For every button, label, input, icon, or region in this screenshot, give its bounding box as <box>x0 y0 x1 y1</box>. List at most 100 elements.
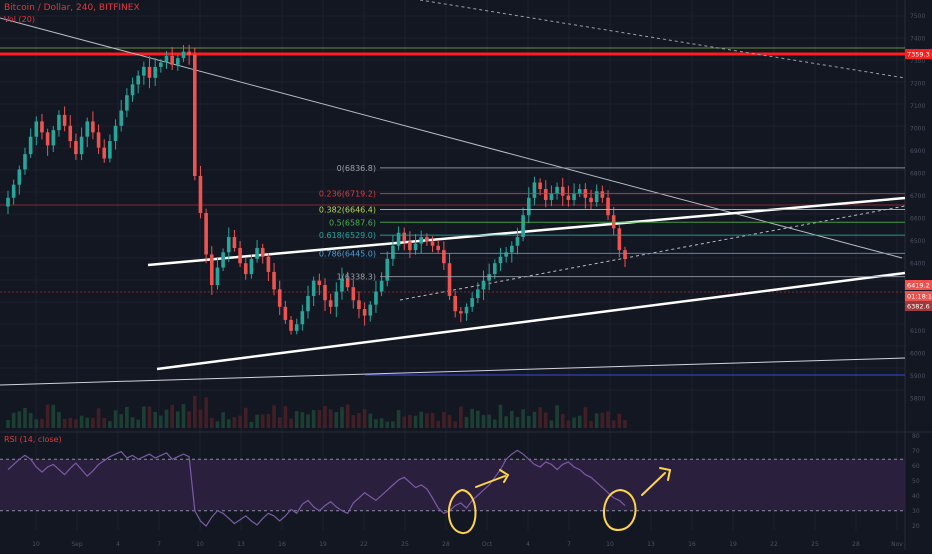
volume-bar <box>436 420 441 428</box>
candles <box>6 44 627 335</box>
volume-bar <box>187 411 191 428</box>
candle-body <box>306 295 310 312</box>
price-tick-label: 7300 <box>910 58 925 65</box>
volume-bar <box>85 417 90 428</box>
time-tick-label: 28 <box>442 541 450 548</box>
candle-body <box>464 306 469 314</box>
volume-bar <box>272 405 276 428</box>
candle-body <box>215 267 220 286</box>
candle-body <box>323 285 327 301</box>
candle-body <box>102 147 107 159</box>
volume-bar <box>560 413 565 428</box>
candle-body <box>532 182 537 198</box>
price-tag <box>905 280 932 290</box>
time-tick-label: 10 <box>32 541 40 548</box>
candle-body <box>538 182 542 190</box>
price-tag-label: 7359.3 <box>907 50 930 58</box>
volume-bar <box>300 412 305 428</box>
volume-bar <box>600 412 605 428</box>
candle-body <box>566 195 571 200</box>
volume-bar <box>96 408 101 428</box>
fib-level-label: 0(6836.8) <box>337 164 376 173</box>
volume-bar <box>521 409 525 428</box>
candle-body <box>130 84 135 96</box>
volume-bar <box>476 410 480 428</box>
time-tick-label: 10 <box>606 541 614 548</box>
fib-level-label: 0.236(6719.2) <box>319 190 376 199</box>
long-support-line <box>0 357 906 386</box>
candle-body <box>266 256 271 272</box>
volume-bar <box>232 416 237 428</box>
rsi-tick-label: 50 <box>912 478 920 485</box>
candle-body <box>481 280 486 290</box>
volume-bar <box>317 409 322 428</box>
volume-bar <box>147 406 152 428</box>
volume-bar <box>260 414 265 428</box>
volume-bar <box>221 412 225 428</box>
volume-bar <box>130 417 135 428</box>
volume-bar <box>238 415 242 428</box>
time-tick-label: 10 <box>196 541 204 548</box>
volume-bar <box>594 413 599 428</box>
candle-body <box>425 237 429 242</box>
volume-bar <box>6 419 10 428</box>
rsi-tick-label: 30 <box>912 508 920 515</box>
candle-body <box>159 62 163 67</box>
candle-body <box>442 250 446 264</box>
volume-bar <box>311 410 316 428</box>
volume-bar <box>226 419 231 428</box>
volume-bar <box>526 415 531 428</box>
time-axis: 10 Sep 4 7 10 13 16 19 22 25 28 Oct 4 7 10 13 16 19 22 25 28… <box>32 541 903 548</box>
candle-body <box>289 319 293 331</box>
volume-bar <box>294 411 299 428</box>
candle-body <box>136 75 140 85</box>
volume-bar <box>481 415 486 428</box>
volume-bar <box>170 404 174 428</box>
volume-bar <box>34 419 39 428</box>
candle-body <box>623 250 627 260</box>
candle-body <box>176 58 180 65</box>
volume-bar <box>28 413 33 428</box>
annotation-arrow <box>475 469 510 488</box>
candle-body <box>113 125 118 142</box>
candle-body <box>374 291 378 305</box>
rsi-line <box>7 449 626 528</box>
volume-bar <box>40 418 44 428</box>
channel-lower-line <box>156 271 906 371</box>
volume-bar <box>447 414 452 428</box>
candle-body <box>487 274 491 281</box>
volume-bar <box>198 409 203 428</box>
candle-body <box>611 215 616 229</box>
time-tick-label: 19 <box>319 541 327 548</box>
rsi-tick-label: 40 <box>912 493 920 500</box>
candle-body <box>328 300 333 307</box>
candle-body <box>594 191 599 203</box>
time-tick-label: 7 <box>157 541 161 548</box>
annotation-circle <box>447 488 477 535</box>
fib-level-label: 0.618(6529.0) <box>319 231 376 240</box>
candle-body <box>238 247 242 264</box>
volume-bar <box>498 404 503 428</box>
candle-body <box>555 186 559 194</box>
candle-body <box>232 237 237 248</box>
volume-bar <box>283 406 288 428</box>
candle-body <box>470 298 474 307</box>
volume-bar <box>289 418 293 428</box>
volume-bar <box>45 404 50 428</box>
price-tick-label: 5900 <box>910 373 925 380</box>
candle-body <box>419 237 424 244</box>
price-tick-label: 7400 <box>910 36 925 43</box>
volume-bar <box>532 411 537 428</box>
candle-body <box>294 324 299 331</box>
volume-bar <box>51 404 56 428</box>
candle-body <box>447 263 452 296</box>
candle-body <box>379 280 384 292</box>
volume-bar <box>159 415 163 428</box>
candle-body <box>17 169 22 185</box>
volume-bar <box>323 406 327 428</box>
time-tick-label: 13 <box>647 541 655 548</box>
candle-body <box>243 263 248 275</box>
fib-level-label: 0.5(6587.6) <box>329 218 376 227</box>
